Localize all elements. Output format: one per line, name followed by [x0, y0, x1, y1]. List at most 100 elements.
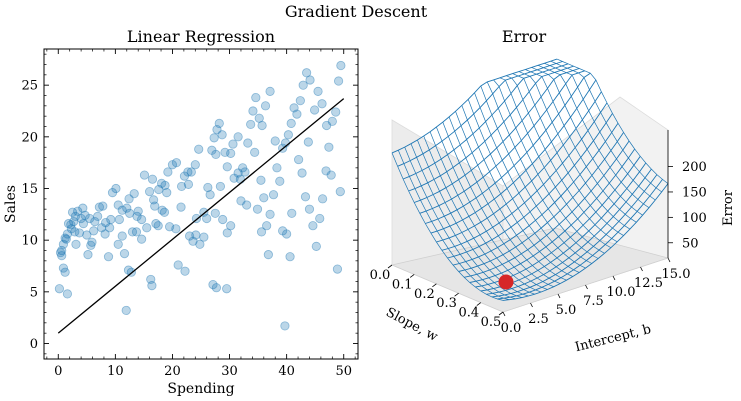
- surface-line-b: [391, 152, 504, 301]
- scatter-point: [315, 213, 325, 224]
- w-tick: [409, 274, 415, 278]
- scatter-point: [176, 181, 187, 192]
- x-tick-label: 30: [221, 364, 238, 379]
- scatter-point: [327, 116, 337, 126]
- w-tick: [387, 264, 393, 269]
- w-tick-label: 0.4: [458, 306, 479, 321]
- scatter-point: [147, 281, 157, 291]
- scatter-point: [184, 231, 195, 241]
- scatter-point: [63, 219, 74, 229]
- scatter-point: [58, 263, 69, 273]
- scatter-point: [298, 80, 308, 90]
- scatter-point: [217, 130, 227, 140]
- scatter-point: [93, 211, 103, 221]
- scatter-point: [98, 201, 108, 211]
- scatter-point: [137, 214, 147, 225]
- figure-suptitle: Gradient Descent: [285, 2, 428, 21]
- scatter-point: [114, 214, 124, 225]
- scatter-point: [86, 240, 96, 250]
- scatter-point: [171, 224, 181, 234]
- scatter-point: [280, 321, 290, 331]
- w-tick: [476, 302, 482, 306]
- scatter-point: [73, 206, 83, 216]
- scatter-point: [62, 229, 73, 239]
- error-surface-chart: Error 0.00.10.20.30.40.5 0.02.55.07.510.0…: [370, 27, 736, 355]
- scatter-point: [57, 251, 67, 261]
- scatter-point: [229, 173, 239, 183]
- surface-line-b: [448, 116, 561, 284]
- surface-line-b: [518, 71, 631, 230]
- scatter-point: [70, 227, 80, 237]
- scatter-point: [211, 283, 222, 293]
- w-tick: [498, 311, 504, 316]
- b-tick-label: 15.0: [662, 267, 691, 282]
- scatter-point: [80, 210, 90, 220]
- scatter-point: [107, 188, 118, 198]
- surface-line-b: [410, 143, 523, 298]
- scatter-point: [318, 194, 328, 204]
- scatter-point: [286, 118, 296, 129]
- scatter-point: [336, 60, 346, 71]
- scatter-point: [321, 166, 331, 176]
- scatter-point: [215, 181, 226, 192]
- scatter-point: [218, 214, 228, 225]
- scatter-point: [282, 229, 292, 239]
- scatter-point: [60, 233, 70, 243]
- scatter-point: [183, 179, 194, 189]
- scatter-point: [157, 205, 167, 215]
- scatter-point: [202, 213, 212, 224]
- scatter-point: [54, 284, 65, 294]
- scatter-point: [60, 267, 70, 277]
- w-tick-label: 0.2: [414, 287, 435, 302]
- scatter-point: [313, 86, 323, 96]
- scatter-point: [78, 219, 88, 229]
- b-tick-label: 0.0: [501, 321, 522, 336]
- scatter-point: [209, 133, 219, 143]
- scatter-point: [228, 139, 238, 149]
- scatter-point: [90, 216, 100, 227]
- surface-line-b: [506, 75, 618, 243]
- scatter-point: [127, 227, 138, 237]
- surface-line-b: [556, 58, 669, 184]
- scatter-point: [303, 137, 313, 147]
- scatter-point: [226, 148, 236, 158]
- current-point-marker: [498, 274, 514, 290]
- scatter-point: [278, 226, 288, 236]
- scatter-point: [137, 234, 147, 244]
- scatter-point: [333, 76, 344, 86]
- scatter-point: [248, 106, 258, 116]
- scatter-point: [246, 119, 256, 130]
- y-tick-label: 10: [21, 234, 38, 249]
- chart-title: Linear Regression: [127, 27, 275, 46]
- scatter-point: [326, 170, 336, 180]
- scatter-point: [262, 221, 272, 231]
- scatter-point: [142, 223, 152, 233]
- scatter-point: [188, 236, 198, 246]
- w-tick: [454, 292, 459, 297]
- scatter-point: [294, 154, 304, 165]
- scatter-point: [285, 252, 295, 262]
- scatter-point: [82, 230, 92, 240]
- scatter-point: [335, 187, 345, 197]
- scatter-point: [154, 184, 164, 195]
- scatter-point: [76, 213, 86, 224]
- z-tick-label: 150: [682, 185, 707, 200]
- scatter-point: [243, 138, 253, 148]
- scatter-point: [176, 202, 186, 212]
- scatter-point: [119, 249, 130, 259]
- scatter-point: [289, 103, 299, 113]
- scatter-point: [260, 101, 271, 111]
- scatter-point: [195, 239, 205, 249]
- scatter-point: [233, 132, 243, 142]
- scatter-point: [205, 190, 215, 200]
- surface-line-b: [404, 146, 516, 300]
- scatter-point: [165, 222, 175, 232]
- scatter-point: [160, 180, 170, 190]
- y-tick-label: 5: [30, 285, 38, 300]
- scatter-point: [222, 228, 232, 238]
- scatter-point: [251, 92, 261, 103]
- b-tick-label: 7.5: [583, 294, 604, 309]
- scatter-point: [103, 252, 114, 262]
- scatter-point: [87, 237, 97, 247]
